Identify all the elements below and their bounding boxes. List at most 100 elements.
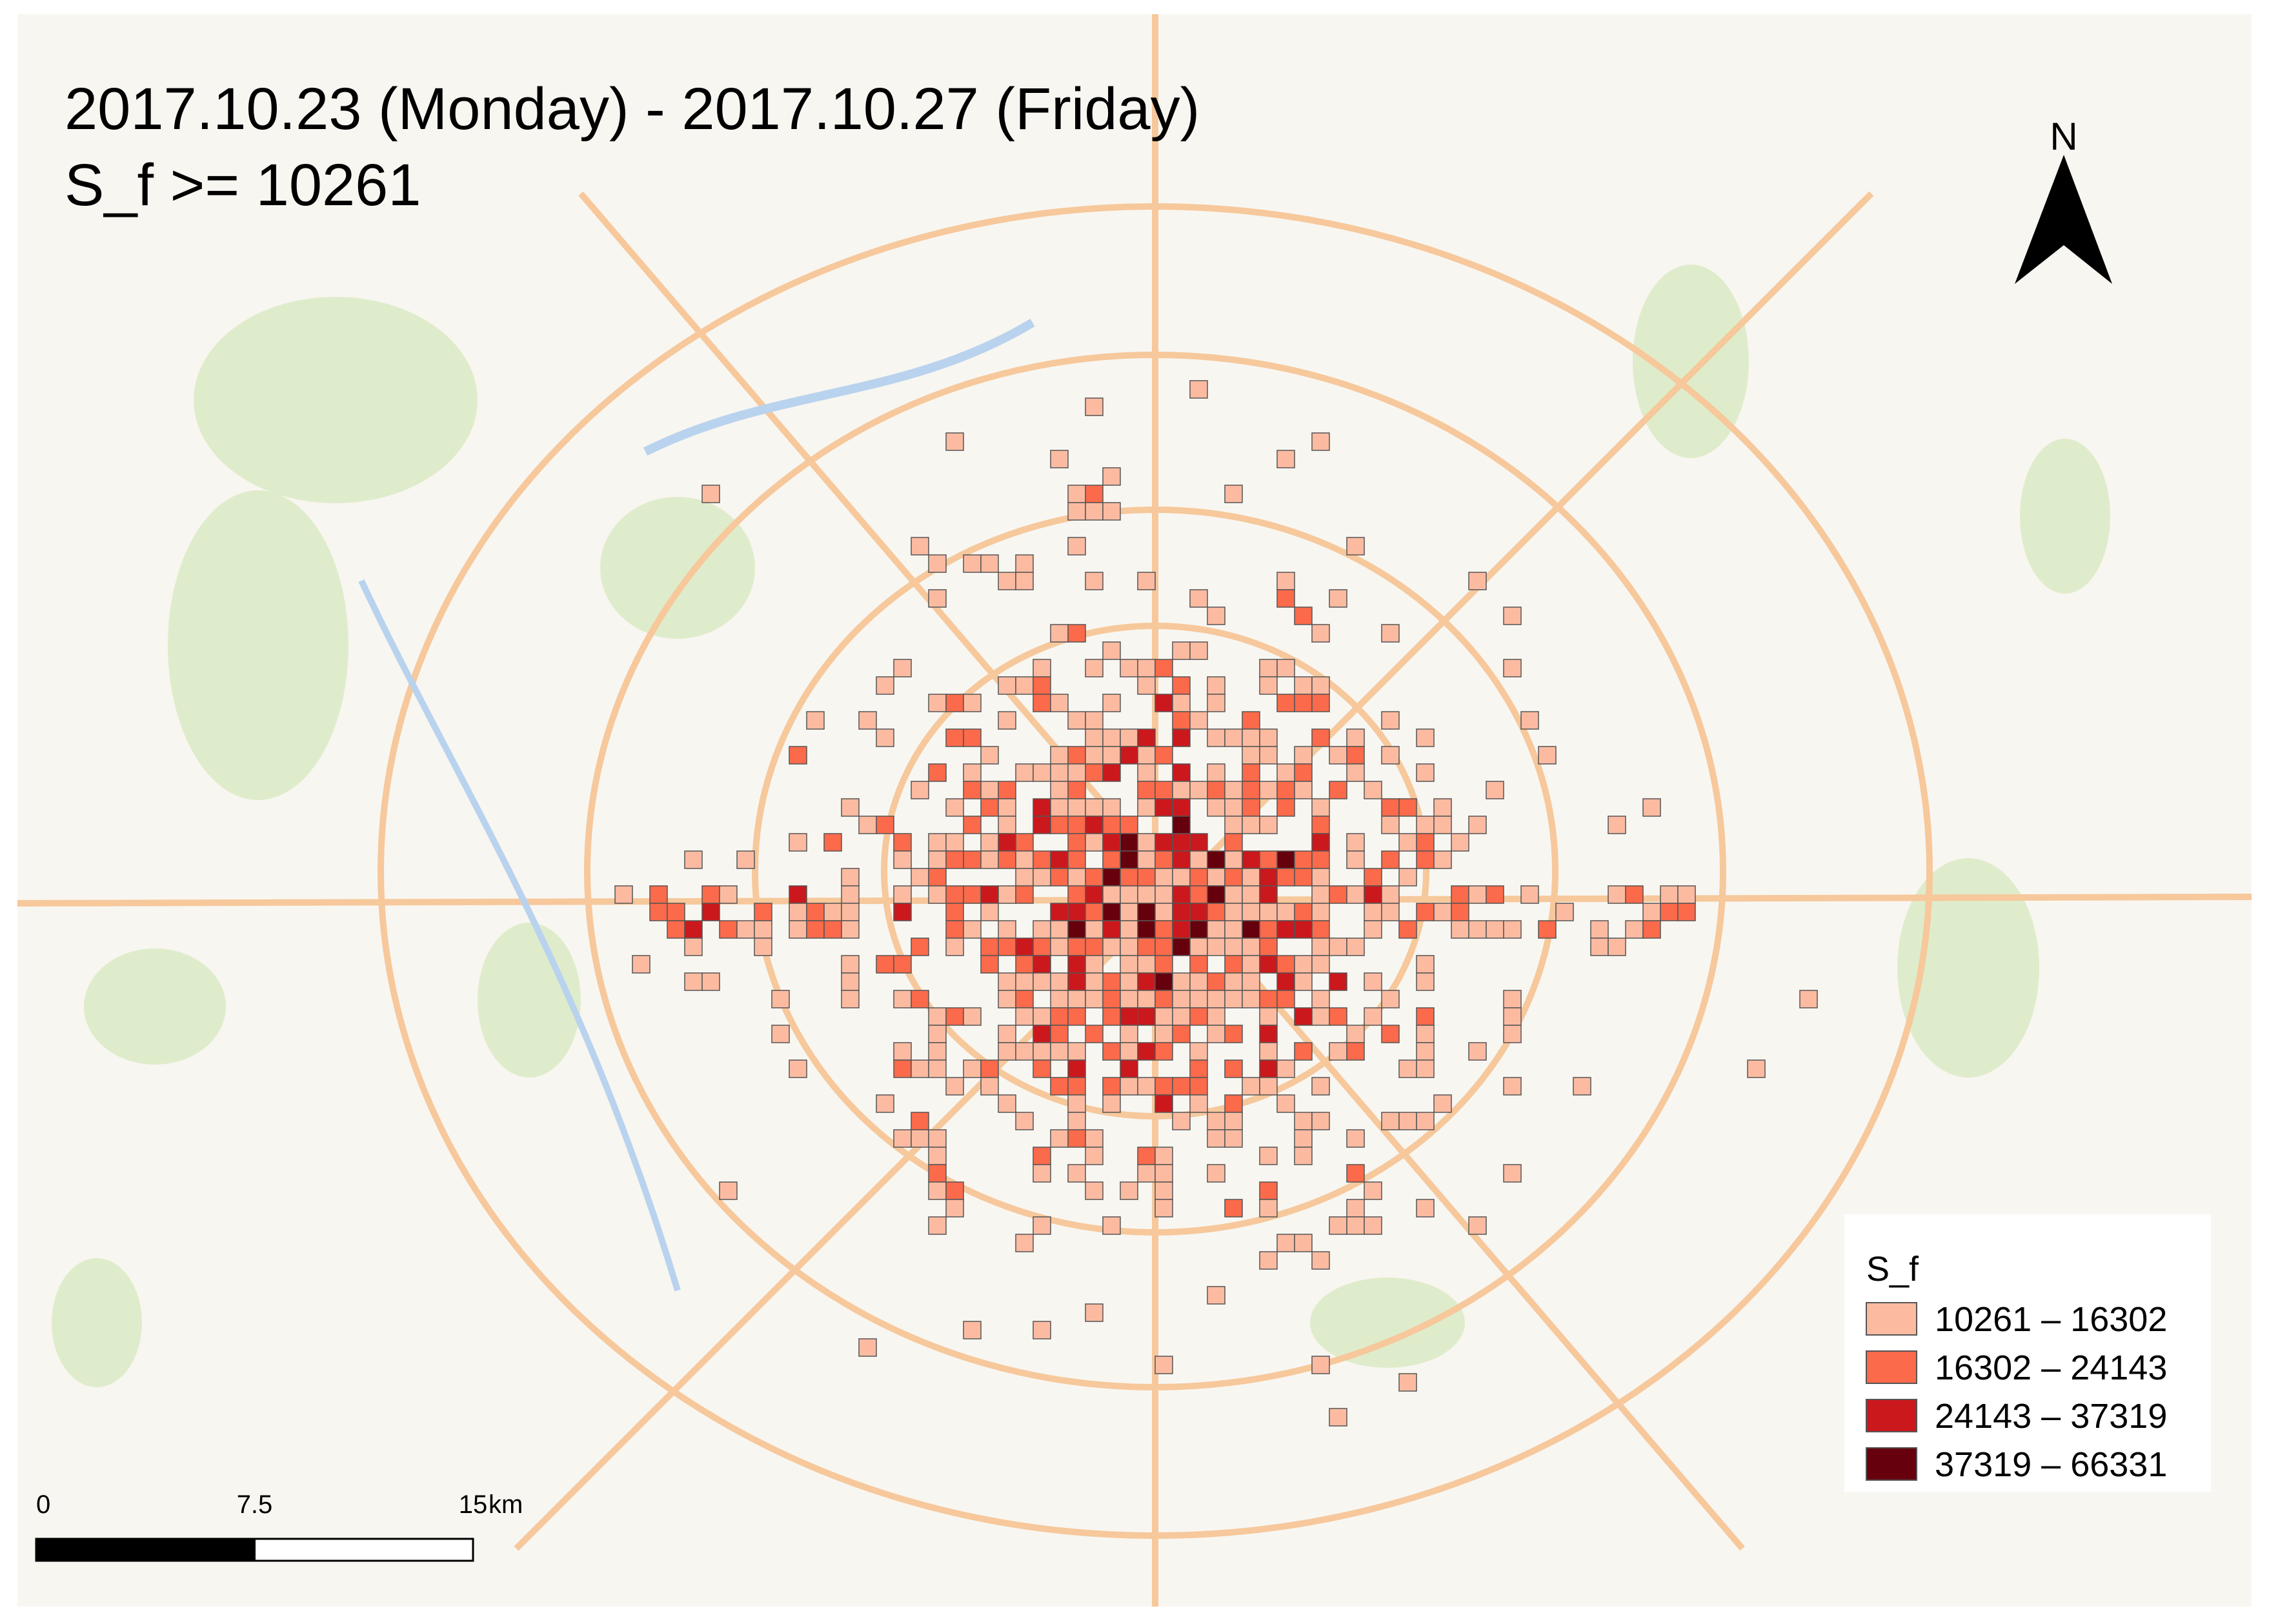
grid-cell: [1172, 1112, 1191, 1130]
grid-cell: [1276, 850, 1295, 869]
grid-cell: [928, 850, 947, 869]
grid-cell: [928, 1007, 947, 1026]
grid-cell: [1085, 1303, 1104, 1322]
grid-cell: [1364, 868, 1382, 887]
grid-cell: [1346, 746, 1365, 765]
grid-cell: [1311, 694, 1330, 712]
grid-cell: [1085, 502, 1104, 521]
grid-cell: [1172, 728, 1191, 747]
grid-cell: [1155, 972, 1173, 991]
grid-cell: [1294, 694, 1313, 712]
grid-cell: [1207, 903, 1225, 921]
grid-cell: [1102, 641, 1121, 660]
grid-cell: [1468, 816, 1487, 834]
grid-cell: [911, 1129, 929, 1148]
grid-cell: [1033, 972, 1051, 991]
grid-cell: [1050, 903, 1069, 921]
grid-cell: [1102, 1094, 1121, 1113]
grid-cell: [945, 937, 964, 956]
grid-cell: [1433, 816, 1452, 834]
grid-cell: [789, 920, 807, 939]
grid-cell: [1642, 798, 1661, 817]
grid-cell: [945, 1181, 964, 1200]
grid-cell: [1172, 1077, 1191, 1096]
grid-cell: [1398, 1373, 1417, 1392]
grid-cell: [963, 816, 982, 834]
grid-cell: [1050, 450, 1069, 468]
grid-cell: [1660, 885, 1679, 904]
grid-cell: [1364, 781, 1382, 799]
grid-cell: [1329, 746, 1347, 765]
grid-cell: [1033, 1216, 1051, 1235]
grid-cell: [1067, 920, 1086, 939]
grid-cell: [1259, 1199, 1278, 1218]
grid-cell: [1224, 798, 1243, 817]
grid-cell: [1346, 937, 1365, 956]
grid-cell: [1067, 1164, 1086, 1183]
grid-cell: [1155, 850, 1173, 869]
grid-cell: [1172, 850, 1191, 869]
grid-cell: [1294, 903, 1313, 921]
grid-cell: [1067, 537, 1086, 556]
grid-cell: [945, 1077, 964, 1096]
grid-cell: [1433, 798, 1452, 817]
legend-label: 24143 – 37319: [1935, 1397, 2167, 1436]
grid-cell: [876, 728, 894, 747]
grid-cell: [963, 554, 982, 573]
grid-cell: [893, 659, 912, 677]
grid-cell: [1207, 1112, 1225, 1130]
grid-cell: [1015, 990, 1034, 1008]
grid-cell: [998, 572, 1016, 590]
grid-cell: [1067, 1112, 1086, 1130]
grid-cell: [1259, 1025, 1278, 1043]
grid-cell: [1294, 1112, 1313, 1130]
grid-cell: [911, 937, 929, 956]
grid-cell: [1050, 920, 1069, 939]
grid-cell: [1311, 990, 1330, 1008]
north-arrow: N: [2015, 115, 2112, 284]
grid-cell: [1102, 885, 1121, 904]
grid-cell: [1085, 1147, 1104, 1165]
grid-cell: [1137, 659, 1156, 677]
grid-cell: [1120, 833, 1138, 852]
grid-cell: [1224, 920, 1243, 939]
legend-swatch: [1866, 1447, 1917, 1481]
grid-cell: [1294, 763, 1313, 782]
grid-cell: [1085, 711, 1104, 730]
grid-cell: [789, 833, 807, 852]
grid-cell: [1050, 781, 1069, 799]
grid-cell: [1207, 798, 1225, 817]
grid-cell: [1224, 850, 1243, 869]
grid-cell: [1451, 885, 1469, 904]
grid-cell: [1207, 885, 1225, 904]
grid-cell: [1172, 920, 1191, 939]
grid-cell: [1155, 955, 1173, 974]
grid-cell: [928, 1147, 947, 1165]
grid-cell: [1346, 1216, 1365, 1235]
grid-cell: [719, 885, 738, 904]
grid-cell: [1468, 572, 1487, 590]
grid-cell: [1329, 972, 1347, 991]
grid-cell: [1346, 537, 1365, 556]
grid-cell: [1189, 972, 1208, 991]
grid-cell: [1242, 885, 1260, 904]
grid-cell: [1329, 781, 1347, 799]
grid-cell: [1346, 1042, 1365, 1061]
grid-cell: [1120, 816, 1138, 834]
grid-cell: [998, 676, 1016, 695]
grid-cell: [1172, 833, 1191, 852]
grid-cell: [1120, 1042, 1138, 1061]
grid-cell: [1381, 816, 1400, 834]
grid-cell: [1538, 920, 1557, 939]
grid-cell: [998, 990, 1016, 1008]
grid-cell: [945, 850, 964, 869]
grid-cell: [1398, 920, 1417, 939]
grid-cell: [1137, 1164, 1156, 1183]
grid-cell: [1329, 1007, 1347, 1026]
grid-cell: [1189, 1042, 1208, 1061]
grid-cell: [684, 850, 703, 869]
grid-cell: [998, 885, 1016, 904]
grid-cell: [1311, 816, 1330, 834]
grid-cell: [893, 1129, 912, 1148]
grid-cell: [1294, 606, 1313, 625]
